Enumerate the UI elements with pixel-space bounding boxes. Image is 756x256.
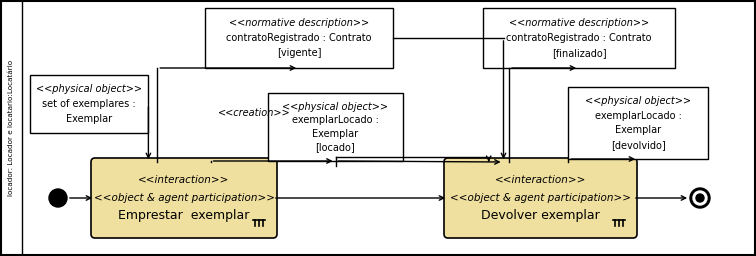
Text: <<normative description>>: <<normative description>> [509,18,649,28]
Text: [locado]: [locado] [315,142,355,152]
Text: set of exemplares :: set of exemplares : [42,99,136,109]
Text: exemplarLocado :: exemplarLocado : [292,115,379,125]
Text: [finalizado]: [finalizado] [552,48,606,58]
Circle shape [696,194,704,202]
Text: locador: Locador e locatario:Locatário: locador: Locador e locatario:Locatário [8,60,14,196]
Bar [268,93,403,161]
Text: <<object & agent participation>>: <<object & agent participation>> [450,193,631,203]
Text: Devolver exemplar: Devolver exemplar [481,209,600,222]
Text: Emprestar  exemplar: Emprestar exemplar [118,209,249,222]
Text: <<physical object>>: <<physical object>> [36,84,142,94]
Text: <<interaction>>: <<interaction>> [138,175,230,185]
Text: Exemplar: Exemplar [66,113,112,123]
Text: contratoRegistrado : Contrato: contratoRegistrado : Contrato [226,33,372,43]
Circle shape [693,191,707,205]
Text: <<physical object>>: <<physical object>> [283,102,389,112]
FancyBboxPatch shape [444,158,637,238]
Bar [205,8,393,68]
Circle shape [49,189,67,207]
Text: contratoRegistrado : Contrato: contratoRegistrado : Contrato [507,33,652,43]
Bar [483,8,675,68]
Text: [devolvido]: [devolvido] [611,140,665,150]
FancyBboxPatch shape [91,158,277,238]
Text: Exemplar: Exemplar [615,125,661,135]
Circle shape [690,188,710,208]
Text: <<physical object>>: <<physical object>> [585,97,691,106]
Text: <<normative description>>: <<normative description>> [229,18,369,28]
Text: Exemplar: Exemplar [312,129,358,139]
Bar [568,87,708,159]
Text: exemplarLocado :: exemplarLocado : [594,111,681,121]
Bar [30,75,148,133]
Text: <<object & agent participation>>: <<object & agent participation>> [94,193,274,203]
Text: <<creation>>: <<creation>> [218,108,290,118]
Text: [vigente]: [vigente] [277,48,321,58]
Text: <<interaction>>: <<interaction>> [495,175,586,185]
